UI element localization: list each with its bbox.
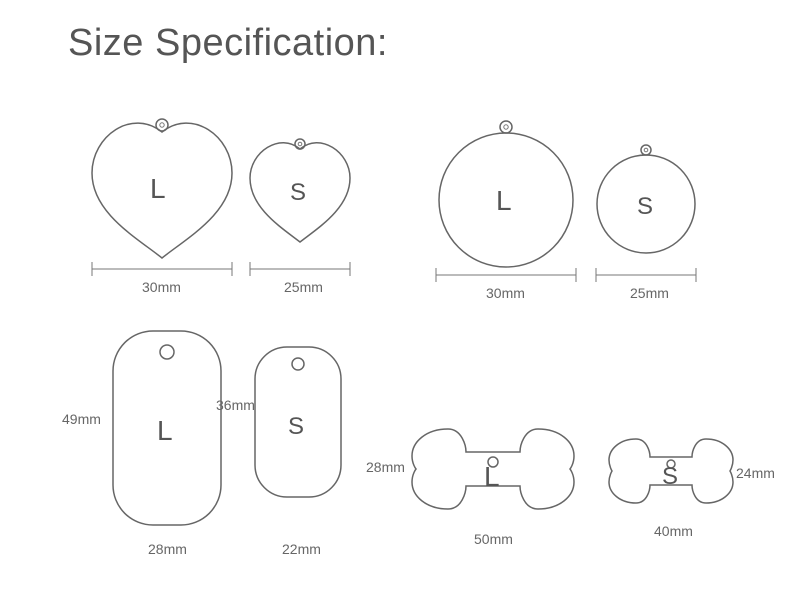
heart-small-label: S	[290, 179, 306, 206]
circle-small-dim: 25mm	[592, 268, 700, 304]
heart-small-dim: 25mm	[246, 262, 354, 298]
heart-small: S	[250, 138, 350, 268]
circle-large: L	[436, 120, 576, 280]
bone-large-height: 28mm	[370, 458, 416, 478]
svg-text:49mm: 49mm	[62, 411, 101, 427]
dogtag-small: S	[254, 346, 342, 498]
circle-small: S	[596, 144, 696, 264]
svg-text:25mm: 25mm	[630, 285, 669, 301]
dogtag-small-height: 36mm	[224, 396, 270, 416]
page-title: Size Specification:	[68, 22, 388, 65]
svg-text:25mm: 25mm	[284, 279, 323, 295]
bone-small-width: 40mm	[606, 516, 736, 546]
svg-text:22mm: 22mm	[282, 541, 321, 557]
circle-small-label: S	[637, 193, 653, 220]
dogtag-large-height: 49mm	[62, 410, 112, 430]
svg-text:30mm: 30mm	[486, 285, 525, 301]
bone-small-label: S	[662, 463, 678, 490]
bone-small: S	[606, 434, 736, 508]
dogtag-small-width: 22mm	[254, 534, 344, 564]
dogtag-large-label: L	[157, 415, 173, 446]
svg-text:24mm: 24mm	[736, 465, 775, 481]
heart-large-dim: 30mm	[86, 262, 238, 298]
bone-large-label: L	[484, 461, 500, 492]
svg-text:28mm: 28mm	[366, 459, 405, 475]
svg-text:36mm: 36mm	[216, 397, 255, 413]
dogtag-large: L	[112, 330, 222, 526]
bone-large-width: 50mm	[408, 524, 578, 554]
circle-large-label: L	[496, 185, 512, 216]
svg-text:40mm: 40mm	[654, 523, 693, 539]
svg-text:28mm: 28mm	[148, 541, 187, 557]
dogtag-large-width: 28mm	[108, 534, 226, 564]
bone-small-height: 24mm	[736, 464, 784, 484]
svg-text:50mm: 50mm	[474, 531, 513, 547]
bone-large: L	[408, 422, 578, 516]
svg-text:30mm: 30mm	[142, 279, 181, 295]
heart-large-label: L	[150, 173, 166, 204]
dogtag-small-label: S	[288, 413, 304, 440]
circle-large-dim: 30mm	[432, 268, 580, 304]
